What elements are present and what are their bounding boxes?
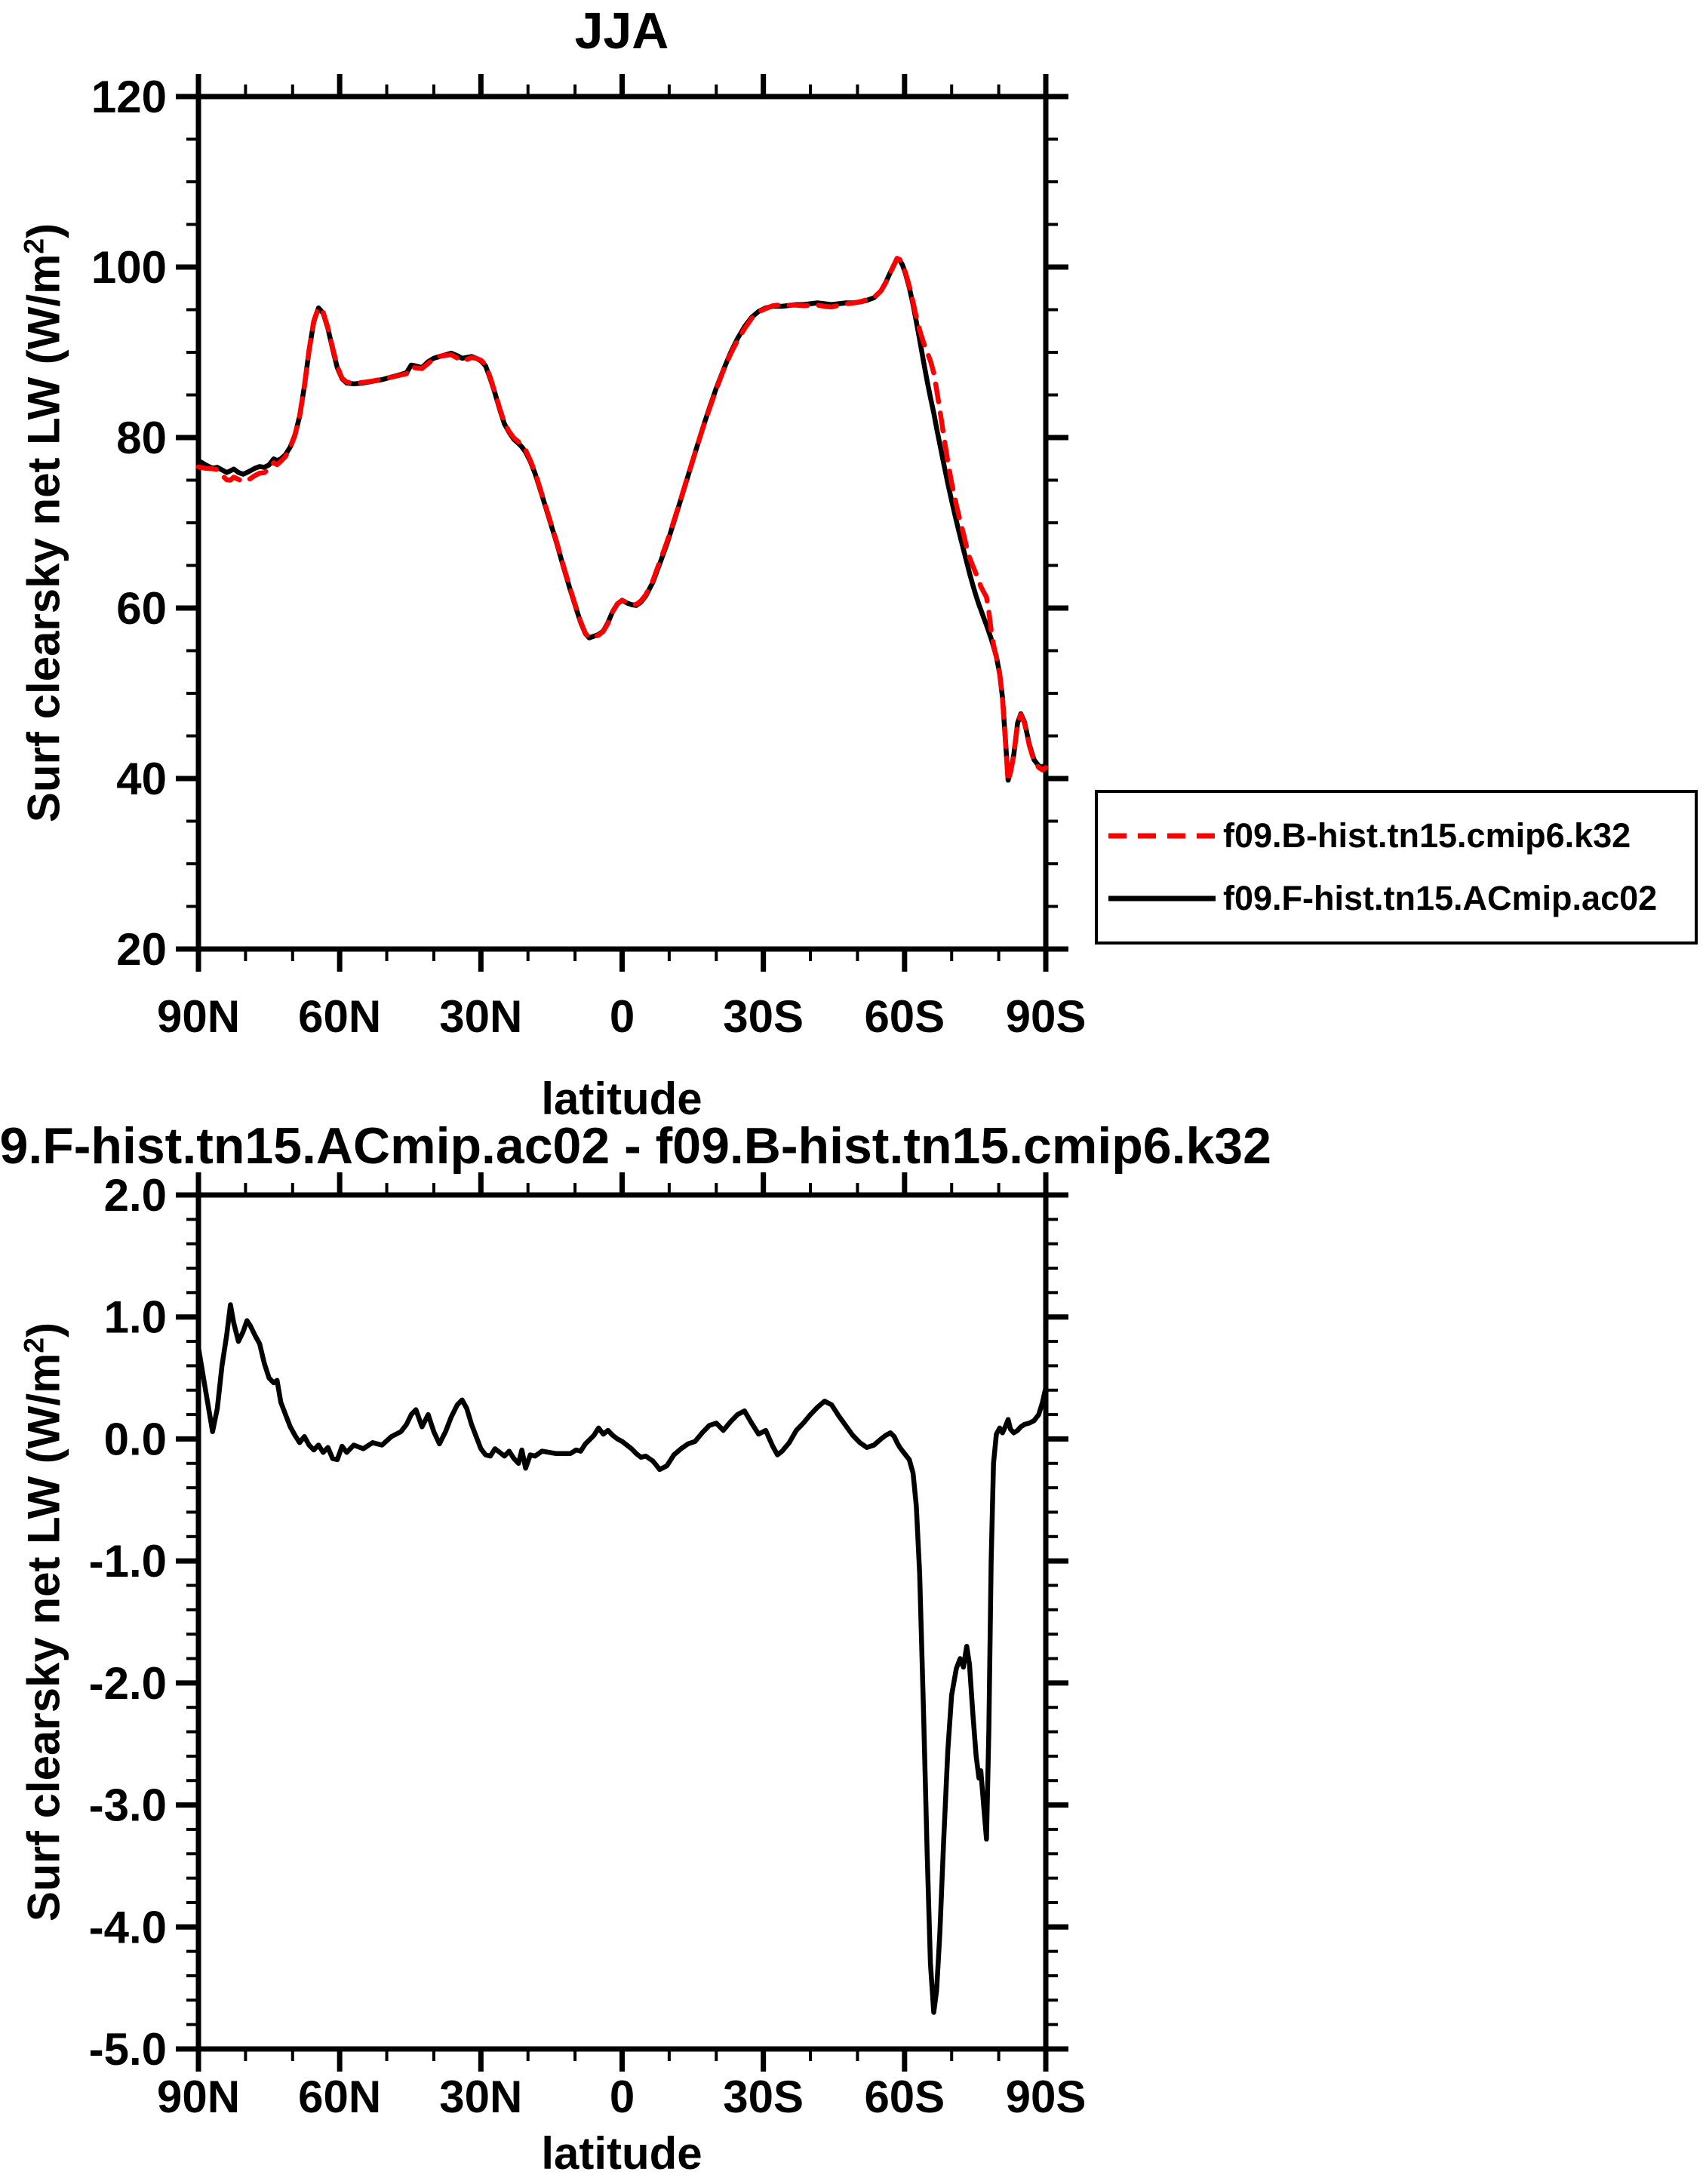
- bottom-panel-y-tick-label: -5.0: [89, 2024, 167, 2075]
- bottom-panel-y-tick-label: 0.0: [104, 1414, 167, 1464]
- legend-item-b-hist: f09.B-hist.tn15.cmip6.k32: [1105, 816, 1695, 855]
- bottom-y-axis-title-close: ): [18, 1322, 69, 1338]
- top-panel-frame: [195, 94, 1049, 952]
- bottom-panel-y-tick-label: -1.0: [89, 1536, 167, 1587]
- bottom-panel-y-tick-label: -4.0: [89, 1902, 167, 1952]
- top-x-axis-title: latitude: [541, 1074, 702, 1124]
- bottom-x-axis-title: latitude: [541, 2128, 702, 2179]
- bottom-y-axis-title: Surf clearsky net LW (W/m2): [18, 1322, 70, 1921]
- top-panel-y-tick-label: 60: [116, 583, 167, 634]
- bottom-panel-x-tick-label: 90N: [157, 2072, 240, 2122]
- top-panel-x-tick-label: 30N: [439, 991, 522, 1042]
- legend-black-solid-line-icon: [1108, 895, 1216, 902]
- top-panel-x-tick-label: 30S: [723, 991, 804, 1042]
- top-panel-x-tick-label: 0: [610, 991, 635, 1042]
- legend-label-b-hist: f09.B-hist.tn15.cmip6.k32: [1223, 816, 1631, 855]
- bottom-panel-y-tick-label: 1.0: [104, 1292, 167, 1343]
- bottom-panel-x-tick-label: 60N: [298, 2072, 381, 2122]
- top-panel-y-tick-label: 100: [91, 242, 167, 293]
- top-panel-y-tick-label: 80: [116, 413, 167, 463]
- top-panel-x-tick-label: 90N: [157, 991, 240, 1042]
- bottom-panel-y-tick-label: -2.0: [89, 1658, 167, 1709]
- series-f09-F-hist-line: [195, 256, 1049, 783]
- top-y-axis-title-text: Surf clearsky net LW (W/m: [18, 253, 69, 823]
- top-panel-y-tick-label: 20: [116, 924, 167, 975]
- bottom-panel-y-tick-label: 2.0: [104, 1170, 167, 1221]
- bottom-panel-y-tick-label: -3.0: [89, 1780, 167, 1831]
- top-panel-x-tick-label: 90S: [1006, 991, 1087, 1042]
- top-y-axis-title: Surf clearsky net LW (W/m2): [18, 223, 70, 822]
- top-y-axis-title-close: ): [18, 223, 69, 238]
- bottom-chart-title: f09.F-hist.tn15.ACmip.ac02 - f09.B-hist.…: [0, 1117, 1271, 1175]
- top-panel-y-tick-label: 40: [116, 754, 167, 804]
- bottom-y-axis-title-text: Surf clearsky net LW (W/m: [18, 1353, 69, 1922]
- bottom-panel-x-tick-label: 30N: [439, 2072, 522, 2122]
- bottom-panel-x-tick-label: 60S: [864, 2072, 945, 2122]
- top-y-axis-title-sup: 2: [17, 238, 50, 254]
- bottom-panel-x-tick-label: 30S: [723, 2072, 804, 2122]
- legend-label-f-hist: f09.F-hist.tn15.ACmip.ac02: [1223, 879, 1658, 917]
- legend: f09.B-hist.tn15.cmip6.k32 f09.F-hist.tn1…: [1095, 790, 1698, 945]
- top-panel-x-tick-label: 60S: [864, 991, 945, 1042]
- top-chart-title: JJA: [574, 2, 669, 60]
- top-panel-x-tick-label: 60N: [298, 991, 381, 1042]
- bottom-panel-x-tick-label: 90S: [1006, 2072, 1087, 2122]
- bottom-panel-x-tick-label: 0: [610, 2072, 635, 2122]
- legend-red-dashed-line-icon: [1108, 833, 1216, 839]
- series-difference-line: [195, 1302, 1049, 2015]
- series-f09-B-hist-line: [195, 256, 1049, 785]
- bottom-y-axis-title-sup: 2: [17, 1337, 50, 1353]
- top-panel-y-tick-label: 120: [91, 72, 167, 122]
- legend-item-f-hist: f09.F-hist.tn15.ACmip.ac02: [1105, 879, 1695, 918]
